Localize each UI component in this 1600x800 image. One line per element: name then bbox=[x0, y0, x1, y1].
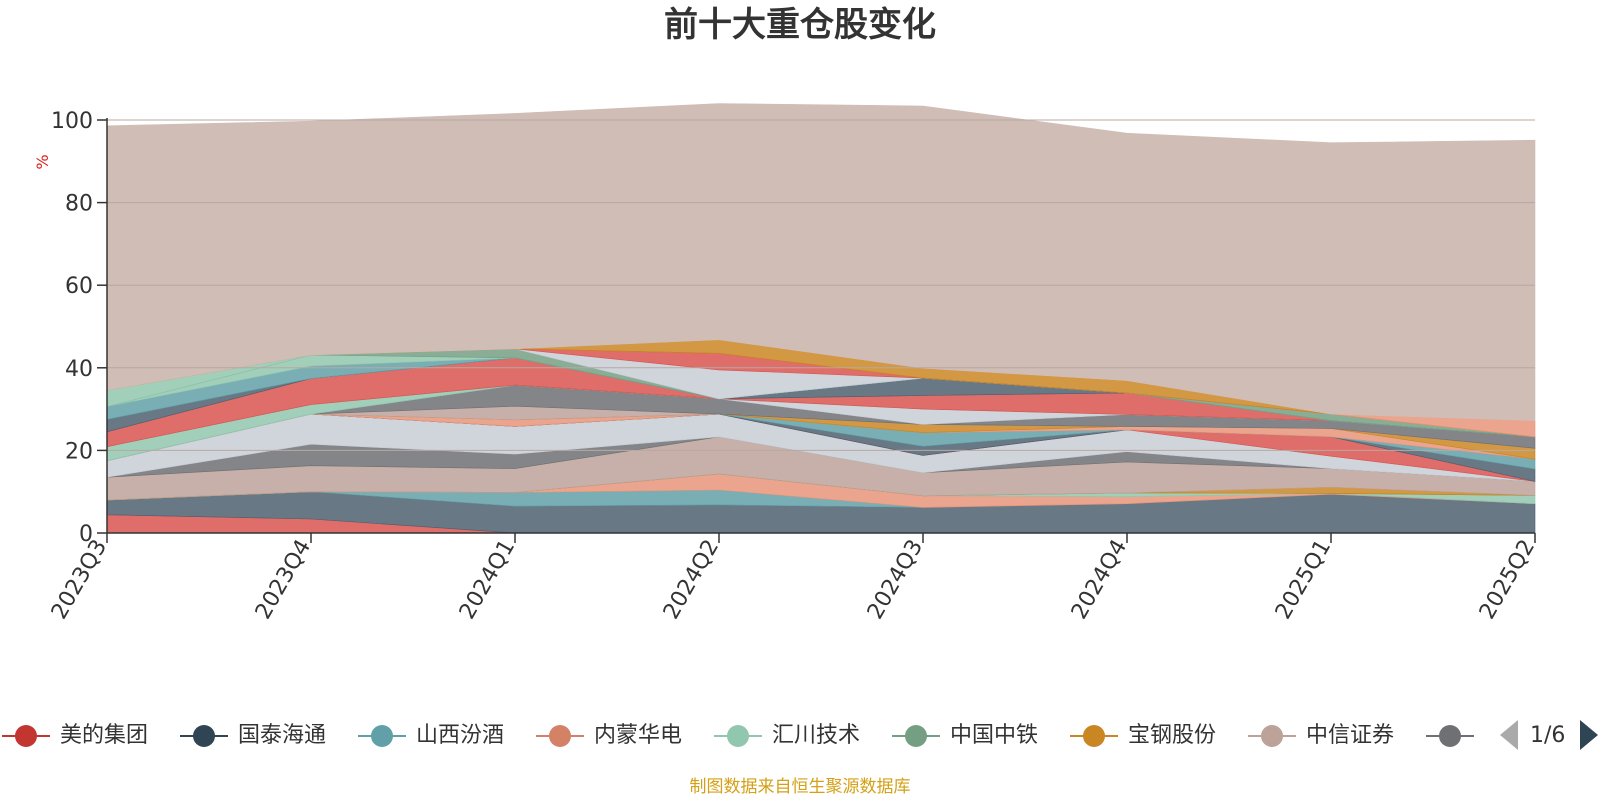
gridlines bbox=[107, 119, 1535, 451]
legend-swatch-icon bbox=[714, 725, 762, 747]
x-tick-label: 2025Q2 bbox=[1475, 536, 1540, 624]
legend-next-page-button[interactable] bbox=[1580, 720, 1598, 750]
legend-swatch-icon bbox=[1248, 725, 1296, 747]
y-tick-label: 0 bbox=[79, 522, 93, 547]
legend-swatch-icon bbox=[892, 725, 940, 747]
x-tick-label: 2023Q4 bbox=[251, 536, 316, 624]
x-tick-label: 2024Q2 bbox=[659, 536, 724, 624]
legend-item[interactable]: 美的集团 bbox=[0, 718, 174, 754]
legend-swatch-icon bbox=[1426, 725, 1474, 747]
x-tick-label: 2024Q1 bbox=[455, 536, 520, 624]
legend-label: 山西汾酒 bbox=[416, 723, 505, 748]
area-series-layer bbox=[106, 103, 1536, 534]
y-axis-label: % bbox=[33, 154, 52, 169]
legend-swatch-icon bbox=[536, 725, 584, 747]
legend-label: 国泰海通 bbox=[238, 723, 327, 748]
legend-label: 中国中铁 bbox=[950, 723, 1039, 748]
legend-item[interactable]: 山西汾酒 bbox=[356, 718, 530, 754]
x-tick-label: 2024Q4 bbox=[1067, 536, 1132, 624]
y-tick-label: 60 bbox=[65, 274, 93, 299]
legend-prev-page-button[interactable] bbox=[1500, 720, 1518, 750]
legend-item[interactable]: 宝钢股份 bbox=[1068, 718, 1242, 754]
stacked-area-chart: 0 20 40 60 80 100 2023Q3 2023Q4 2024Q1 2024Q2 2024… bbox=[33, 103, 1540, 624]
chart-title: 前十大重仓股变化 bbox=[664, 5, 936, 45]
legend-item[interactable]: 中信证券 bbox=[1246, 718, 1420, 754]
legend-label: 宝钢股份 bbox=[1128, 723, 1217, 748]
y-tick-label: 20 bbox=[65, 439, 93, 464]
legend-page-indicator: 1/6 bbox=[1530, 723, 1566, 748]
legend-swatch-icon bbox=[2, 725, 50, 747]
legend-label: 美的集团 bbox=[60, 723, 149, 748]
legend-item[interactable]: 内蒙华电 bbox=[534, 718, 708, 754]
y-tick-label: 40 bbox=[65, 357, 93, 382]
area-series-29 bbox=[106, 103, 1536, 422]
legend-swatch-icon bbox=[180, 725, 228, 747]
legend-swatch-icon bbox=[358, 725, 406, 747]
legend-label: 内蒙华电 bbox=[594, 723, 683, 748]
legend-label: 中信证券 bbox=[1306, 723, 1395, 748]
legend-swatch-icon bbox=[1070, 725, 1118, 747]
legend: 美的集团 国泰海通 山西汾酒 内蒙华电 汇川技术 中国中铁 宝钢股份 中信证券 》 bbox=[0, 718, 1480, 754]
data-source-note: 制图数据来自恒生聚源数据库 bbox=[689, 777, 911, 797]
legend-item[interactable]: 国泰海通 bbox=[178, 718, 352, 754]
legend-label: 汇川技术 bbox=[772, 723, 861, 748]
x-tick-label: 2025Q1 bbox=[1271, 536, 1336, 624]
x-tick-label: 2024Q3 bbox=[863, 536, 928, 624]
legend-item[interactable]: 》 bbox=[1424, 718, 1480, 754]
x-tick-label: 2023Q3 bbox=[47, 536, 112, 624]
y-tick-label: 100 bbox=[51, 109, 93, 134]
legend-item[interactable]: 中国中铁 bbox=[890, 718, 1064, 754]
legend-item[interactable]: 汇川技术 bbox=[712, 718, 886, 754]
legend-pager: 1/6 bbox=[1500, 718, 1600, 754]
y-tick-label: 80 bbox=[65, 192, 93, 217]
